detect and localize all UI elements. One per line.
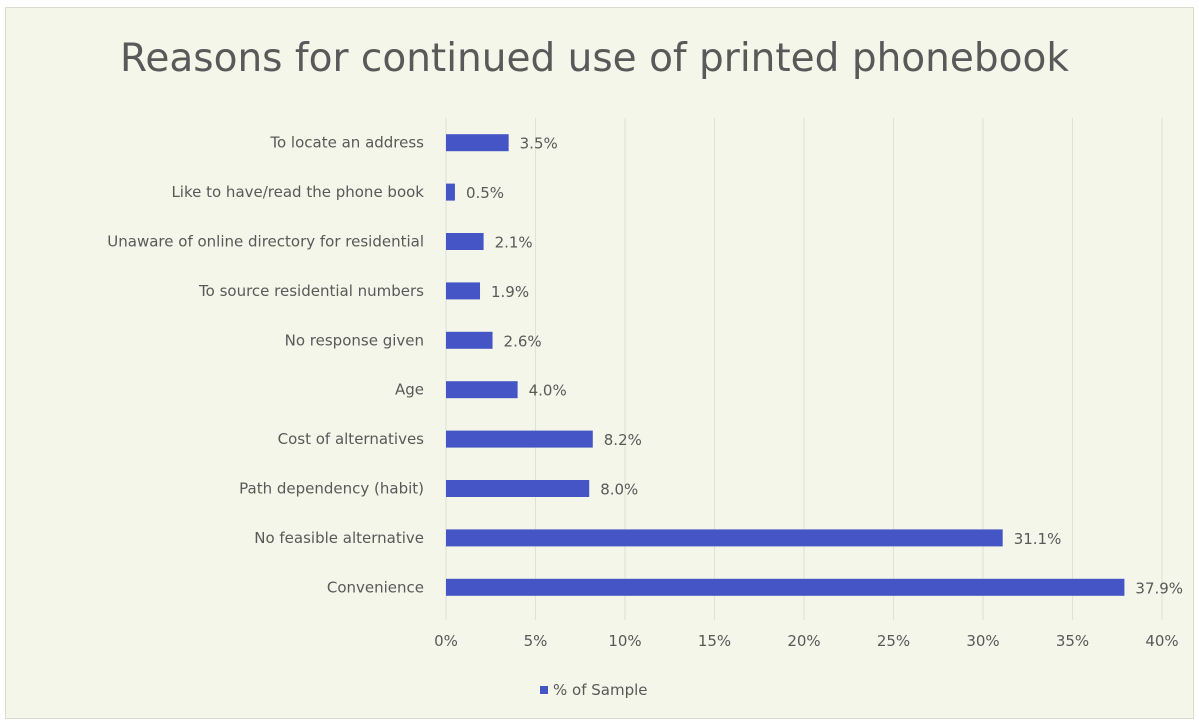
data-label: 4.0% (529, 382, 567, 400)
legend-label: % of Sample (553, 681, 648, 699)
chart-area (5, 7, 1194, 719)
bar (446, 578, 1125, 596)
legend-swatch (540, 686, 548, 694)
y-category-label: Like to have/read the phone book (171, 183, 424, 201)
y-category-label: To source residential numbers (198, 282, 424, 300)
data-label: 8.2% (604, 431, 642, 449)
data-label: 37.9% (1135, 579, 1183, 597)
x-tick-label: 0% (434, 632, 458, 650)
y-category-label: To locate an address (269, 134, 424, 152)
y-category-label: No response given (285, 331, 424, 349)
bar (446, 282, 481, 300)
data-label: 0.5% (466, 184, 504, 202)
legend: % of Sample (540, 680, 648, 700)
x-tick-label: 25% (877, 632, 910, 650)
y-category-label: Unaware of online directory for resident… (107, 233, 424, 251)
bar (446, 233, 484, 250)
x-tick-label: 40% (1145, 632, 1178, 650)
y-category-label: Cost of alternatives (278, 430, 425, 448)
bar (446, 331, 493, 349)
bar (446, 480, 590, 497)
y-category-label: Path dependency (habit) (239, 480, 424, 498)
bar (446, 381, 518, 399)
y-category-label: No feasible alternative (254, 529, 424, 547)
data-label: 2.1% (495, 234, 533, 252)
x-tick-label: 35% (1056, 632, 1089, 650)
y-category-label: Age (395, 381, 424, 399)
x-tick-label: 15% (698, 632, 731, 650)
x-tick-label: 10% (608, 632, 641, 650)
data-label: 3.5% (520, 135, 558, 153)
bar (446, 183, 455, 201)
x-tick-label: 5% (524, 632, 548, 650)
data-label: 2.6% (504, 332, 542, 350)
data-label: 31.1% (1014, 530, 1062, 548)
bar (446, 529, 1003, 547)
x-tick-label: 20% (787, 632, 820, 650)
bar (446, 134, 509, 152)
y-category-label: Convenience (327, 578, 424, 596)
data-label: 8.0% (600, 481, 638, 499)
data-label: 1.9% (491, 283, 529, 301)
x-tick-label: 30% (966, 632, 999, 650)
chart-title: Reasons for continued use of printed pho… (120, 36, 1069, 81)
bar (446, 430, 593, 448)
